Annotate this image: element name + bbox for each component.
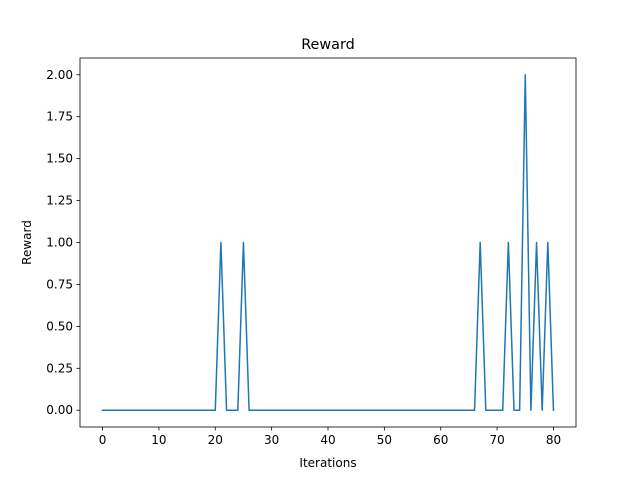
x-axis-label: Iterations — [299, 456, 356, 470]
x-tick-label: 20 — [208, 433, 223, 447]
x-tick-label: 70 — [489, 433, 504, 447]
y-tick-label: 1.50 — [46, 152, 73, 166]
x-tick-label: 60 — [433, 433, 448, 447]
y-tick-label: 0.50 — [46, 319, 73, 333]
y-tick-label: 2.00 — [46, 68, 73, 82]
chart-title: Reward — [301, 37, 355, 53]
y-tick-label: 1.25 — [46, 194, 73, 208]
y-axis-label: Reward — [20, 220, 34, 265]
y-axis-ticks: 0.00 0.25 0.50 0.75 1.00 1.25 1.50 1.75 2.00 — [46, 68, 80, 417]
x-tick-label: 30 — [264, 433, 279, 447]
x-tick-label: 50 — [377, 433, 392, 447]
y-tick-label: 1.00 — [46, 236, 73, 250]
reward-series-line — [101, 74, 555, 412]
x-tick-label: 10 — [151, 433, 166, 447]
y-tick-label: 0.25 — [46, 361, 73, 375]
y-tick-label: 1.75 — [46, 110, 73, 124]
x-axis-ticks: 0 10 20 30 40 50 60 70 80 — [99, 427, 561, 447]
x-tick-label: 40 — [320, 433, 335, 447]
x-tick-label: 0 — [99, 433, 107, 447]
plot-area-frame — [79, 57, 577, 428]
y-tick-label: 0.00 — [46, 403, 73, 417]
y-tick-label: 0.75 — [46, 277, 73, 291]
x-tick-label: 80 — [546, 433, 561, 447]
